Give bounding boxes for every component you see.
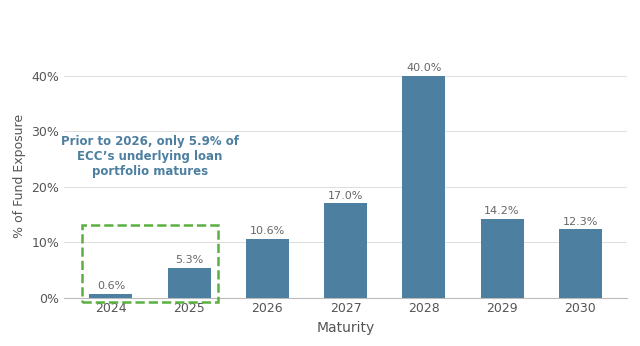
Bar [246,239,289,298]
Bar [168,268,211,298]
X-axis label: Maturity: Maturity [316,321,375,335]
Y-axis label: % of Fund Exposure: % of Fund Exposure [13,113,26,238]
Text: 40.0%: 40.0% [406,63,442,73]
Bar [481,219,524,298]
Text: Maturity Distribution of Underlying Obligors¹: Maturity Distribution of Underlying Obli… [127,12,513,27]
Bar [559,229,602,298]
Text: 14.2%: 14.2% [484,206,520,216]
Text: 0.6%: 0.6% [97,281,125,291]
Text: 17.0%: 17.0% [328,191,364,201]
Bar [324,203,367,298]
Text: Prior to 2026, only 5.9% of
ECC’s underlying loan
portfolio matures: Prior to 2026, only 5.9% of ECC’s underl… [61,135,239,179]
Bar [90,294,132,298]
Text: 12.3%: 12.3% [563,217,598,227]
Bar [403,76,445,298]
Text: 5.3%: 5.3% [175,255,204,265]
Text: 10.6%: 10.6% [250,226,285,236]
